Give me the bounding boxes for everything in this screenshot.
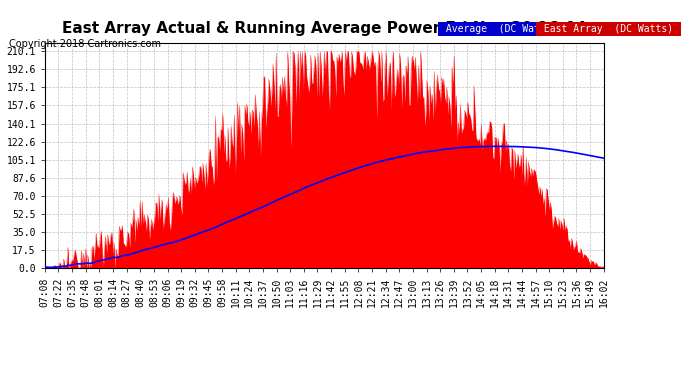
Text: East Array  (DC Watts): East Array (DC Watts) [538, 24, 679, 34]
Text: East Array Actual & Running Average Power Fri Nov 30 16:04: East Array Actual & Running Average Powe… [62, 21, 586, 36]
Text: Average  (DC Watts): Average (DC Watts) [440, 24, 564, 34]
Text: Copyright 2018 Cartronics.com: Copyright 2018 Cartronics.com [9, 39, 161, 50]
